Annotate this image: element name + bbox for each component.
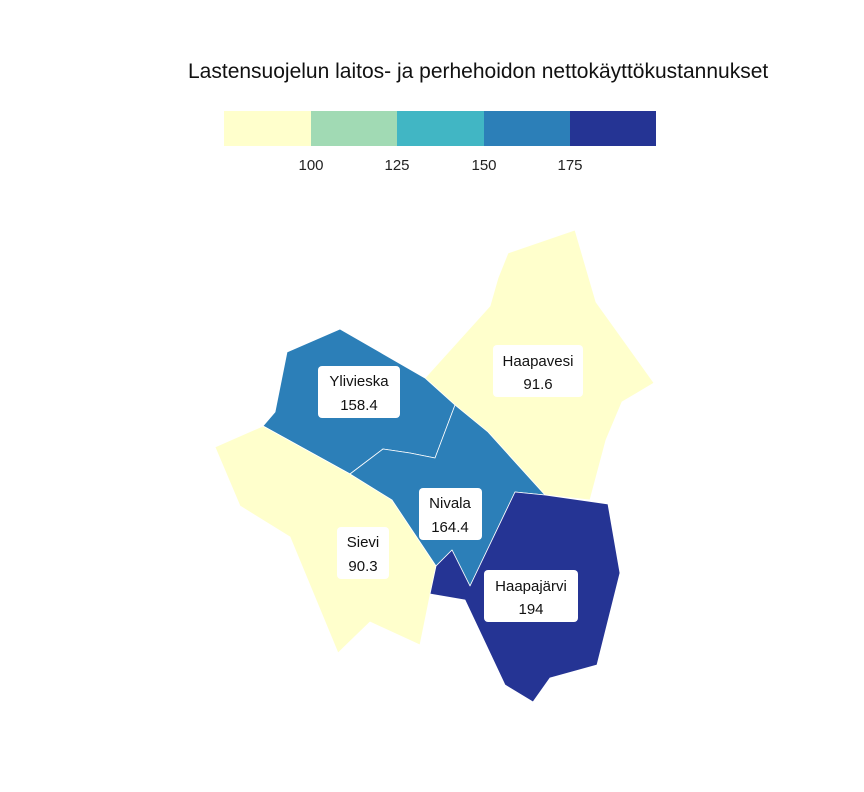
label-name-sievi: Sievi: [347, 534, 380, 551]
legend-tick-125: 125: [384, 157, 409, 174]
label-value-nivala: 164.4: [431, 519, 469, 536]
label-value-ylivieska: 158.4: [340, 397, 378, 414]
label-haapajarvi: Haapajärvi 194: [484, 570, 578, 622]
label-name-haapavesi: Haapavesi: [503, 353, 574, 370]
legend-tick-175: 175: [557, 157, 582, 174]
label-value-haapajarvi: 194: [518, 601, 543, 618]
label-haapavesi: Haapavesi 91.6: [493, 345, 583, 397]
legend: 100 125 150 175: [224, 111, 656, 174]
legend-bin-3: [397, 111, 484, 146]
legend-tick-150: 150: [471, 157, 496, 174]
labels: Haapavesi 91.6 Ylivieska 158.4 Nivala 16…: [318, 345, 583, 622]
label-name-ylivieska: Ylivieska: [329, 373, 389, 390]
label-value-haapavesi: 91.6: [523, 376, 552, 393]
regions: [214, 229, 655, 703]
legend-bin-1: [224, 111, 311, 146]
map-title: Lastensuojelun laitos- ja perhehoidon ne…: [188, 60, 768, 83]
legend-tick-100: 100: [298, 157, 323, 174]
label-sievi: Sievi 90.3: [337, 527, 389, 579]
label-name-nivala: Nivala: [429, 495, 471, 512]
label-name-haapajarvi: Haapajärvi: [495, 578, 567, 595]
legend-bin-4: [484, 111, 570, 146]
legend-bin-2: [311, 111, 397, 146]
label-ylivieska: Ylivieska 158.4: [318, 366, 400, 418]
label-value-sievi: 90.3: [348, 558, 377, 575]
label-nivala: Nivala 164.4: [419, 488, 482, 540]
legend-bin-5: [570, 111, 656, 146]
